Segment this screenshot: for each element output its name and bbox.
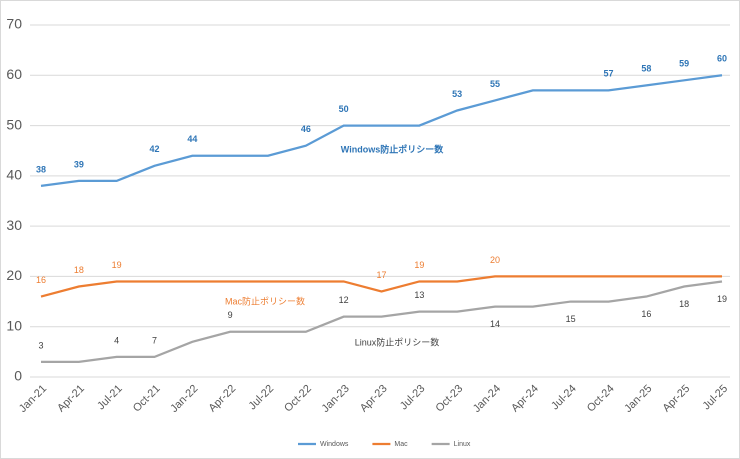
- data-label: 50: [339, 104, 349, 114]
- data-label: 57: [603, 69, 613, 79]
- y-tick-label: 50: [6, 116, 22, 132]
- data-label: 38: [36, 164, 46, 174]
- annotation: Windows防止ポリシー数: [341, 143, 444, 154]
- legend-label: Mac: [394, 441, 408, 448]
- y-tick-label: 60: [6, 66, 22, 82]
- data-label: 14: [490, 319, 500, 329]
- data-label: 15: [566, 314, 576, 324]
- data-label: 17: [376, 270, 386, 280]
- y-tick-label: 30: [6, 217, 22, 233]
- data-label: 53: [452, 89, 462, 99]
- data-label: 19: [112, 260, 122, 270]
- data-label: 42: [149, 144, 159, 154]
- data-label: 60: [717, 54, 727, 64]
- data-label: 9: [228, 310, 233, 320]
- y-tick-label: 0: [14, 368, 22, 384]
- line-series: [41, 280, 723, 364]
- data-label: 58: [641, 64, 651, 74]
- annotation: Mac防止ポリシー数: [225, 295, 305, 306]
- line-series: [40, 275, 722, 298]
- data-label: 55: [490, 79, 500, 89]
- annotation: Linux防止ポリシー数: [355, 336, 440, 347]
- legend-label: Linux: [454, 441, 471, 448]
- y-tick-label: 70: [6, 16, 22, 32]
- data-label: 18: [679, 299, 689, 309]
- line-series: [40, 74, 723, 188]
- data-label: 59: [679, 59, 689, 69]
- data-label: 4: [114, 335, 119, 345]
- y-tick-label: 10: [6, 317, 22, 333]
- data-label: 18: [74, 265, 84, 275]
- y-tick-label: 40: [6, 167, 22, 183]
- data-label: 16: [36, 275, 46, 285]
- data-label: 13: [414, 290, 424, 300]
- data-label: 3: [38, 340, 43, 350]
- y-tick-label: 20: [6, 267, 22, 283]
- data-label: 19: [717, 294, 727, 304]
- data-label: 20: [490, 255, 500, 265]
- data-label: 19: [414, 260, 424, 270]
- data-label: 16: [641, 309, 651, 319]
- data-label: 44: [187, 134, 197, 144]
- data-label: 39: [74, 159, 84, 169]
- data-label: 12: [339, 295, 349, 305]
- legend-label: Windows: [320, 441, 349, 448]
- data-label: 46: [301, 124, 311, 134]
- data-label: 7: [152, 335, 157, 345]
